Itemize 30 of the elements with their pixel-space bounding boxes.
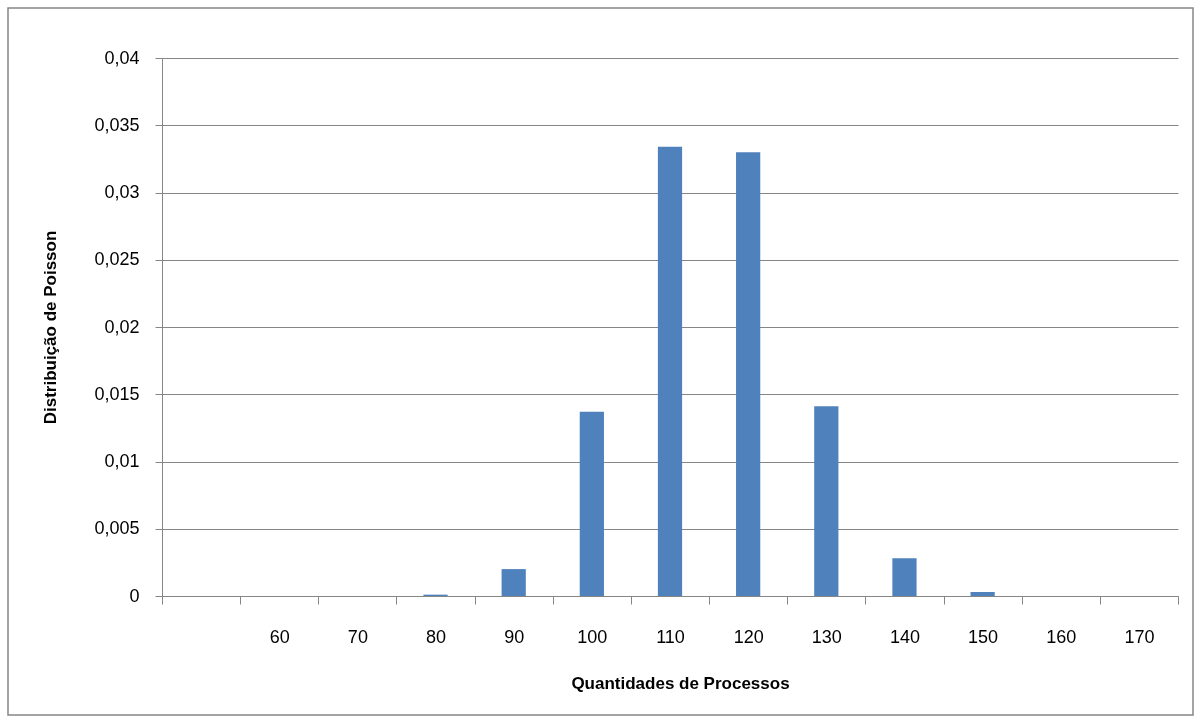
bar [579,411,604,596]
y-tick-label: 0,025 [94,249,140,270]
y-tick-label: 0,03 [104,182,140,202]
x-axis-title: Quantidades de Processos [571,673,790,693]
bar [892,558,917,596]
bar [814,406,839,596]
y-axis-title: Distribuição de Poisson [40,230,60,425]
bar [657,146,683,596]
x-tick-label: 70 [347,626,368,647]
y-tick-label: 0 [129,585,140,606]
x-tick-label: 150 [968,626,999,647]
x-tick-label: 120 [733,626,764,647]
y-tick-label: 0,04 [104,47,140,68]
y-tick-label: 0,035 [94,114,140,135]
x-tick-label: 160 [1046,626,1077,647]
x-tick-label: 80 [426,626,447,647]
bar [736,152,761,596]
bar [501,569,526,596]
x-tick-label: 130 [811,626,842,647]
bar [970,591,995,596]
y-tick-label: 0,005 [94,518,140,539]
y-tick-label: 0,02 [104,316,140,337]
y-tick-label: 0,015 [94,383,140,404]
x-tick-label: 90 [504,626,525,647]
y-tick-label: 0,01 [104,451,140,471]
x-tick-label: 140 [889,626,920,647]
x-tick-label: 110 [656,626,685,647]
x-tick-label: 60 [269,626,290,647]
x-tick-label: 100 [577,626,608,647]
x-tick-label: 170 [1124,626,1155,647]
